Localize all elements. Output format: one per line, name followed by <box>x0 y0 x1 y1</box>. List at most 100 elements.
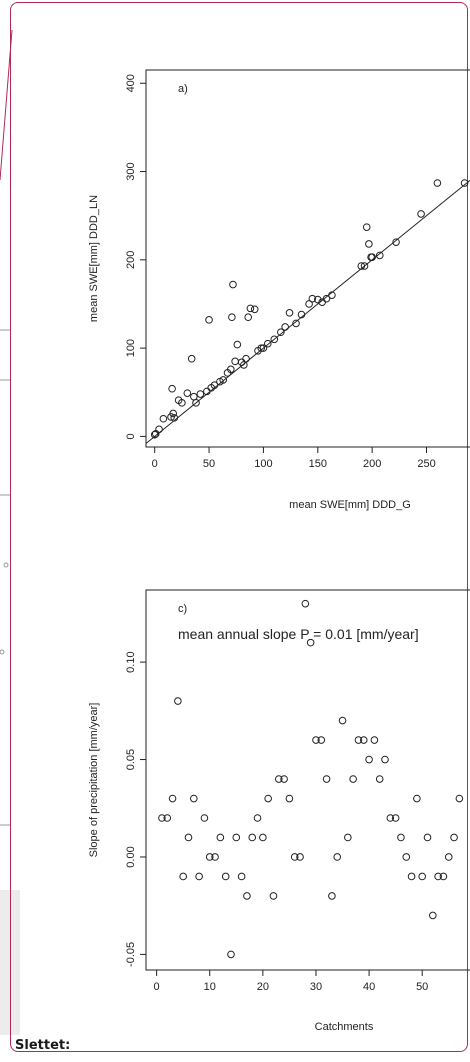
data-point <box>360 262 369 270</box>
data-point <box>407 872 416 881</box>
data-point <box>297 310 306 319</box>
data-point <box>368 253 376 261</box>
data-point <box>328 291 336 299</box>
data-point <box>270 335 279 344</box>
data-point <box>365 755 373 764</box>
y-tick-label: 300 <box>125 162 137 180</box>
data-point <box>170 414 179 422</box>
data-point <box>264 794 272 803</box>
data-point <box>187 354 196 363</box>
data-point <box>455 794 464 803</box>
y-tick-label: 0.05 <box>125 749 137 770</box>
data-point <box>169 409 177 418</box>
data-point <box>229 280 237 289</box>
data-point <box>150 430 159 439</box>
data-point <box>195 872 203 881</box>
data-point <box>168 794 177 803</box>
data-point <box>460 179 469 187</box>
chart-a-swe-scatter: 0 50 100 150 200 250 0 100 200 300 400 mean SWE[mm]… <box>88 69 470 511</box>
data-point <box>333 853 342 861</box>
data-point <box>246 304 255 313</box>
data-point <box>219 376 227 384</box>
data-point <box>362 223 371 231</box>
data-point <box>205 316 213 324</box>
data-point <box>178 399 186 407</box>
data-point <box>285 794 294 803</box>
y-axis-label: mean SWE[mm] DDD_LN <box>88 195 100 322</box>
data-point <box>305 300 313 308</box>
chart-c-precip-slope-scatter: 0 10 20 30 40 50 -0.05 0.00 0.05 0.10 Catchments Sl… <box>88 589 470 1033</box>
data-point <box>413 794 421 803</box>
data-point <box>423 833 432 842</box>
y-tick-label: 100 <box>125 339 137 357</box>
data-point <box>450 833 458 842</box>
data-point <box>259 344 268 352</box>
data-point <box>228 313 236 322</box>
one-to-one-line <box>145 179 470 444</box>
data-point <box>211 853 219 861</box>
data-point <box>338 716 347 725</box>
data-point <box>159 414 168 423</box>
data-point <box>402 853 411 861</box>
data-point <box>184 833 193 842</box>
annotation-text: mean annual slope P = 0.01 [mm/year] <box>178 626 419 642</box>
data-point <box>322 294 331 303</box>
y-tick-label: 0.00 <box>125 846 137 867</box>
data-point <box>190 794 198 803</box>
data-point <box>233 340 242 349</box>
data-point <box>259 833 267 842</box>
data-point <box>418 872 426 881</box>
data-point <box>237 872 246 881</box>
data-point <box>269 892 278 900</box>
panel-label: c) <box>178 603 187 615</box>
data-point <box>285 308 294 317</box>
x-axis-label: mean SWE[mm] DDD_G <box>289 499 411 511</box>
data-point <box>243 892 251 900</box>
data-point <box>349 775 357 783</box>
y-tick-label: -0.05 <box>125 942 137 967</box>
x-tick-label: 50 <box>416 981 428 993</box>
data-point <box>174 697 182 705</box>
data-point <box>312 736 320 744</box>
data-point <box>231 357 239 366</box>
data-point <box>205 853 214 861</box>
plot-frame <box>145 589 470 971</box>
data-point <box>397 833 405 842</box>
data-point <box>392 238 400 246</box>
data-point <box>317 736 326 744</box>
data-point <box>250 305 259 314</box>
data-point <box>308 294 317 303</box>
x-tick-label: 20 <box>257 981 269 993</box>
x-tick-label: 0 <box>154 981 160 993</box>
data-point <box>434 872 442 881</box>
data-point <box>444 853 453 861</box>
data-point <box>210 381 219 389</box>
data-point <box>183 389 192 397</box>
data-point <box>344 833 352 842</box>
data-point <box>306 638 315 647</box>
data-point <box>168 384 176 393</box>
data-point <box>370 736 379 744</box>
y-tick-label: 400 <box>125 74 137 92</box>
data-point <box>290 853 299 861</box>
data-point <box>433 179 442 187</box>
data-point <box>375 775 384 783</box>
plot-frame <box>145 69 470 448</box>
data-point <box>158 814 166 822</box>
data-point <box>381 755 389 764</box>
data-point <box>439 872 448 881</box>
data-point <box>179 872 187 881</box>
deleted-comment-label: Slettet: <box>15 1038 71 1053</box>
x-tick-label: 200 <box>363 458 381 470</box>
y-axis-label: Slope of precipitation [mm/year] <box>88 703 100 858</box>
data-point <box>263 339 272 348</box>
y-tick-label: 0 <box>125 433 137 439</box>
data-point <box>391 814 400 822</box>
x-tick-label: 10 <box>204 981 216 993</box>
panel-label: a) <box>178 83 188 95</box>
data-point <box>280 775 288 783</box>
data-point <box>257 344 266 352</box>
data-point <box>190 392 198 401</box>
data-point <box>354 736 363 744</box>
x-tick-label: 50 <box>203 458 215 470</box>
